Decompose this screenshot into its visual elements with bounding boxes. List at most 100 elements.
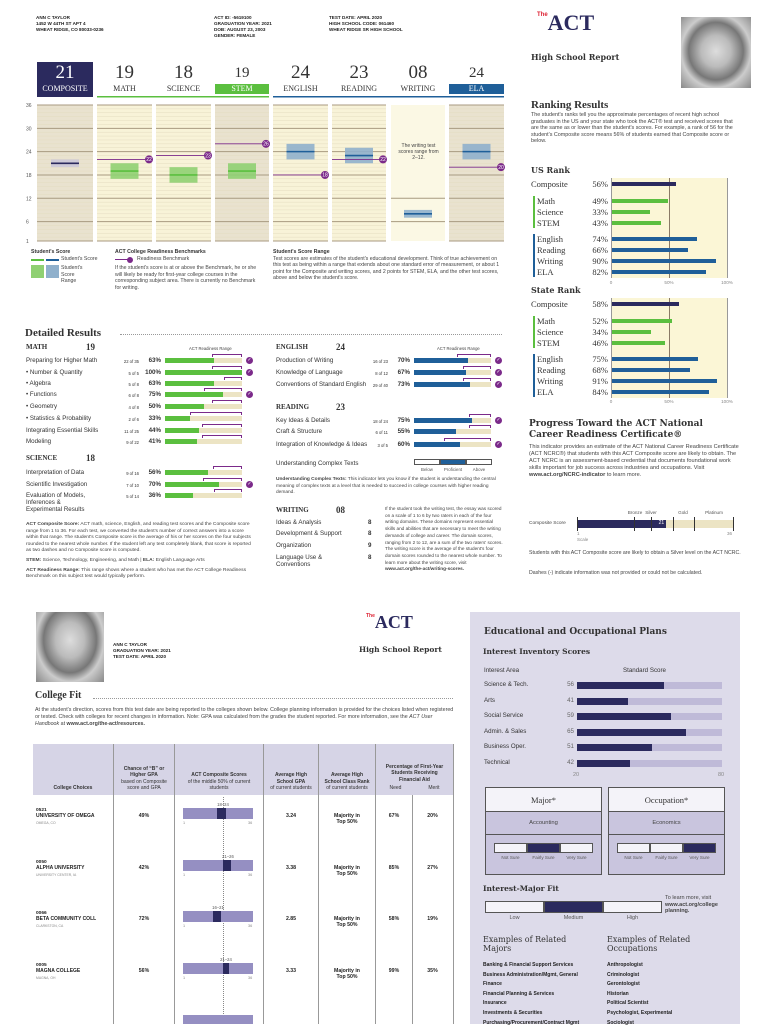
- subscore-bar-fill: [414, 418, 472, 423]
- subscore-percent: 100%: [145, 369, 161, 376]
- subscore-bar: [165, 381, 242, 386]
- subscore-bar: [165, 439, 242, 444]
- college-planning-link[interactable]: www.act.org/college planning.: [665, 901, 718, 915]
- college-row[interactable]: 0050 ALPHA UNIVERSITY UNIVERSITY CENTER, I…: [36, 860, 112, 877]
- occupation-title: Occupation*: [609, 788, 724, 812]
- college-name[interactable]: MAGNA COLLEGE: [36, 967, 81, 974]
- composite-range-label: 16–21: [212, 905, 224, 910]
- rank-label-science: Science: [537, 207, 564, 217]
- rank-percent: 49%: [592, 196, 608, 206]
- fit-level-label: Low: [509, 915, 520, 921]
- aid-need: 99%: [388, 967, 400, 974]
- header-title: Percentage of First-Year Students Receiv…: [385, 764, 444, 783]
- subscore-percent: 55%: [397, 428, 410, 435]
- subscore-bar: [165, 404, 242, 409]
- college-code: 0521: [36, 808, 47, 813]
- ncrc-result: Students with this ACT Composite score a…: [529, 550, 741, 556]
- rank-percent: 91%: [592, 376, 608, 386]
- subscore-name: Production of Writing: [276, 357, 334, 364]
- certainty-label: Not Sure: [501, 855, 520, 860]
- rank-axis-label: 100%: [721, 280, 733, 285]
- subscore-percent: 63%: [148, 380, 161, 387]
- rank-percent: 46%: [592, 338, 608, 348]
- major-item: Investments & Securities: [483, 1010, 543, 1016]
- ncrc-score: 21: [658, 520, 665, 526]
- composite-middle-50: [217, 808, 226, 819]
- interest-score: 41: [567, 696, 574, 704]
- subscore-bar: [414, 358, 491, 363]
- interest-score: 59: [567, 712, 574, 720]
- benchmark-marker: [379, 155, 387, 164]
- college-name[interactable]: ALPHA UNIVERSITY: [36, 864, 85, 871]
- subscore-count: 8 of 12: [375, 371, 388, 376]
- writing-scores-link[interactable]: www.act.org/the-act/writing-scores.: [385, 566, 465, 572]
- college-code: 0050: [36, 859, 47, 865]
- ncrc-tick: [651, 517, 652, 531]
- major-item: Financial Planning & Services: [483, 990, 555, 997]
- writing-domain: Development & Support: [276, 530, 342, 537]
- college-name[interactable]: UNIVERSITY OF OMEGA: [36, 813, 95, 819]
- rank-percent: 68%: [592, 365, 608, 375]
- interest-label: Admin. & Sales: [484, 727, 527, 735]
- subscore-bar: [414, 370, 491, 375]
- scale-max: 36: [248, 821, 253, 825]
- uct-level-label: Below: [421, 467, 433, 472]
- score-label: WRITING: [400, 84, 436, 93]
- avg-hs-gpa: 2.85: [285, 916, 297, 922]
- readiness-range-bracket: [202, 478, 242, 481]
- legend-bench-label: Readiness Benchmark: [137, 256, 190, 262]
- chance-b-gpa: 42%: [138, 864, 150, 871]
- table-column-divider: [453, 744, 454, 1024]
- subscore-bar-fill: [165, 404, 204, 409]
- test-date: TEST DATE: APRIL 2020: [329, 15, 383, 20]
- subscore-count: 6 of 8: [128, 393, 139, 398]
- rank-axis-label: 100%: [721, 399, 733, 404]
- student-photo-2: [36, 612, 104, 682]
- score-chart: 22 23 26 18 22 20 36 30 24 18 12 6 1: [26, 96, 505, 245]
- benchmark-value: 18: [322, 173, 328, 179]
- occupation-item: Criminologist: [607, 971, 640, 978]
- college-row[interactable]: 0521 UNIVERSITY OF OMEGA OMEGA, CO: [36, 808, 112, 825]
- writing-note-text: If the student took the writing test, th…: [385, 506, 503, 565]
- subscore-bar-fill: [165, 358, 214, 363]
- aid-subheaders: Need Merit: [376, 785, 453, 791]
- fit-level-label: Medium: [563, 915, 584, 921]
- subscore-bar-fill: [165, 470, 209, 475]
- college-name[interactable]: BETA COMMUNITY COLL: [36, 916, 97, 922]
- rank-bar: [612, 270, 707, 274]
- subscore-bar-fill: [165, 428, 199, 433]
- writing-domain-score: 8: [368, 519, 372, 526]
- certainty-fairly-sure: [527, 843, 560, 853]
- subscore-bar: [165, 470, 242, 475]
- legend-bench-title: ACT College Readiness Benchmarks: [115, 249, 206, 255]
- readiness-range-bracket: [462, 366, 491, 369]
- table-header: Average High School Class Rank of current…: [319, 744, 375, 795]
- benchmark-value: 22: [380, 157, 386, 163]
- interest-bar-bg: [577, 760, 722, 767]
- avg-class-rank: Majority in Top 50%: [334, 864, 360, 877]
- stem-ela-note: STEM: Science, Technology, Engineering, …: [26, 557, 205, 563]
- resources-link[interactable]: www.act.org/the-act/resources.: [66, 721, 145, 727]
- ncrc-link[interactable]: www.act.org/NCRC-indicator: [529, 472, 606, 478]
- readiness-range-note: ACT Readiness Range: This range shows wh…: [26, 567, 247, 580]
- rank-bar: [612, 259, 716, 263]
- report-title-2: High School Report: [359, 645, 442, 654]
- fit-level-low: [485, 901, 544, 913]
- score-column-bg: [273, 105, 328, 241]
- subscore-percent: 70%: [397, 357, 410, 364]
- scale-min: 1: [183, 821, 186, 825]
- header-subtitle: of current students: [326, 784, 368, 791]
- rank-percent: 58%: [592, 299, 608, 309]
- majors-title: Examples of Related Majors: [483, 935, 567, 953]
- rank-label-science: Science: [537, 327, 564, 337]
- aid-need: 67%: [388, 813, 400, 819]
- rank-percent: 82%: [592, 267, 608, 277]
- subscore-name: Evaluation of Models, Inferences & Exper…: [26, 492, 86, 513]
- rank-percent: 33%: [592, 207, 608, 217]
- score-label: READING: [341, 84, 377, 93]
- benchmark-marker: [321, 170, 329, 179]
- college-row[interactable]: 0005 MAGNA COLLEGE MAGNA, OH: [36, 963, 112, 980]
- composite-scale-bar: [183, 962, 253, 974]
- college-row[interactable]: 0066 BETA COMMUNITY COLL CLARKSTON, CA: [36, 911, 112, 928]
- subscore-bar-fill: [165, 416, 191, 421]
